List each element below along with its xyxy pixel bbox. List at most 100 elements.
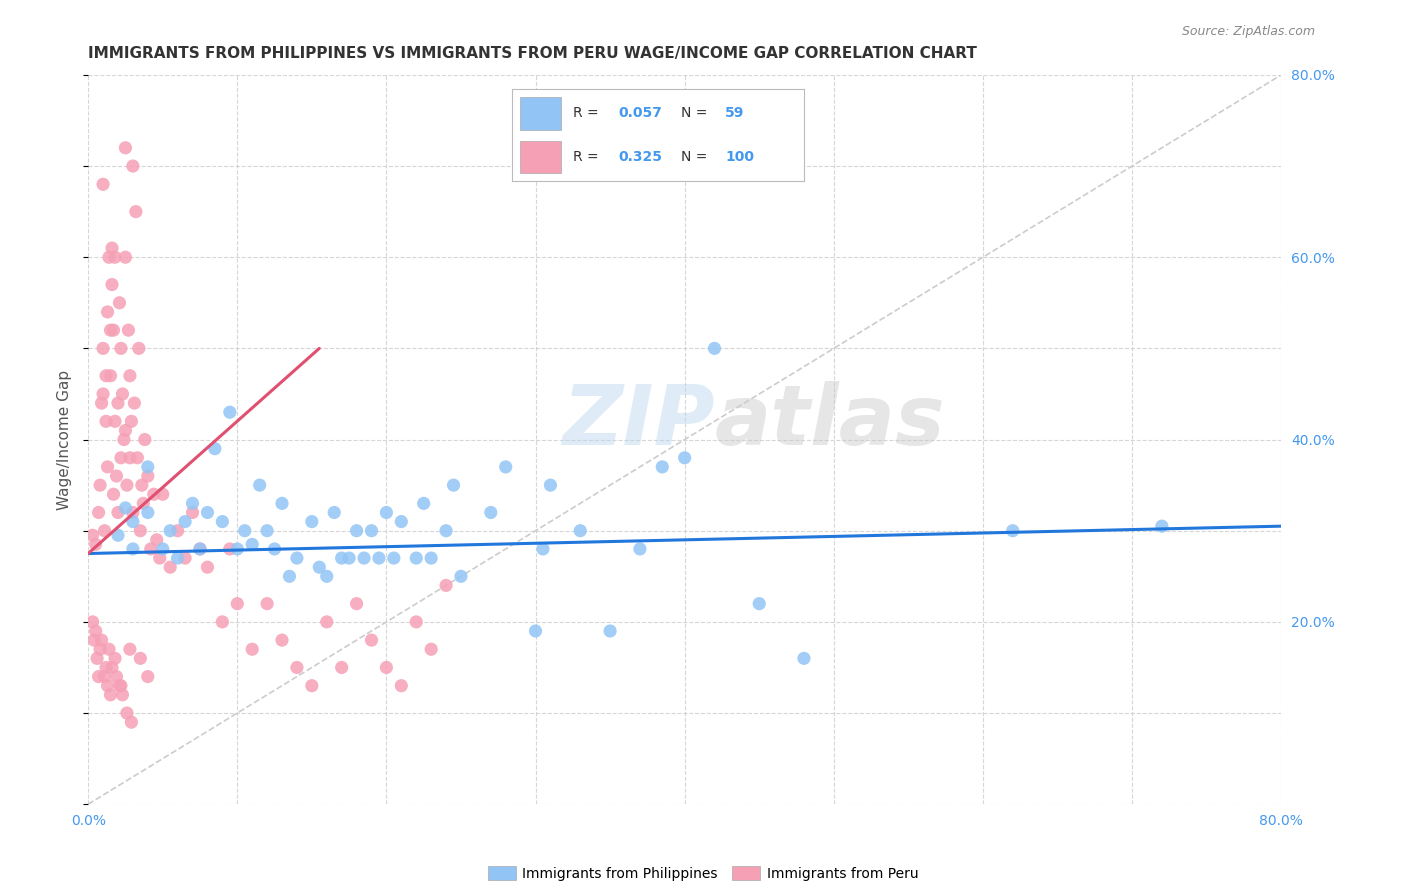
Point — [117, 323, 139, 337]
Point — [278, 569, 301, 583]
Point — [240, 642, 263, 657]
Point — [285, 660, 308, 674]
Point — [256, 524, 278, 538]
Point — [226, 541, 249, 556]
Point — [125, 204, 148, 219]
Point — [94, 414, 117, 428]
Point — [188, 541, 211, 556]
Point — [114, 141, 136, 155]
Point — [110, 679, 132, 693]
Point — [149, 551, 172, 566]
Point — [285, 551, 308, 566]
Point — [90, 396, 112, 410]
Point — [389, 515, 412, 529]
Point — [145, 533, 167, 547]
Point — [136, 459, 159, 474]
Point — [651, 459, 673, 474]
Point — [93, 524, 115, 538]
Point — [101, 241, 124, 255]
Point — [114, 250, 136, 264]
Point — [174, 551, 197, 566]
Point — [703, 342, 725, 356]
Point — [346, 597, 368, 611]
Point — [204, 442, 226, 456]
Point — [1001, 524, 1024, 538]
Point — [337, 551, 360, 566]
Point — [748, 597, 770, 611]
Point — [89, 642, 111, 657]
Point — [96, 679, 118, 693]
Point — [240, 537, 263, 551]
Point — [673, 450, 696, 465]
Point — [450, 569, 472, 583]
Point — [136, 469, 159, 483]
Point — [114, 500, 136, 515]
Point — [83, 633, 105, 648]
Point — [420, 551, 443, 566]
Point — [375, 660, 398, 674]
Point — [103, 487, 125, 501]
Point — [249, 478, 271, 492]
Point — [115, 478, 138, 492]
Point — [108, 295, 131, 310]
Point — [104, 651, 127, 665]
Point — [197, 560, 219, 574]
Point — [152, 541, 174, 556]
Point — [139, 541, 162, 556]
Point — [136, 506, 159, 520]
Point — [174, 515, 197, 529]
Point — [142, 487, 165, 501]
Point — [793, 651, 815, 665]
Point — [479, 506, 502, 520]
Point — [136, 670, 159, 684]
Point — [412, 496, 434, 510]
Point — [111, 387, 134, 401]
Point — [134, 433, 156, 447]
Point — [628, 541, 651, 556]
Point — [89, 478, 111, 492]
Point — [315, 615, 337, 629]
Point — [101, 277, 124, 292]
Point — [118, 450, 141, 465]
Point — [128, 342, 150, 356]
Point — [434, 578, 457, 592]
Point — [211, 515, 233, 529]
Point — [87, 670, 110, 684]
Point — [218, 541, 240, 556]
Point — [114, 424, 136, 438]
Point — [271, 496, 294, 510]
Point — [84, 537, 107, 551]
Point — [86, 651, 108, 665]
Point — [105, 670, 128, 684]
Point — [599, 624, 621, 638]
Point — [82, 615, 104, 629]
Point — [118, 368, 141, 383]
Point — [443, 478, 465, 492]
Point — [323, 506, 346, 520]
Point — [524, 624, 547, 638]
Point — [1150, 519, 1173, 533]
Point — [159, 524, 181, 538]
Point — [188, 541, 211, 556]
Point — [91, 342, 114, 356]
Point — [107, 506, 129, 520]
Point — [159, 560, 181, 574]
Point — [127, 450, 149, 465]
Y-axis label: Wage/Income Gap: Wage/Income Gap — [58, 369, 72, 509]
Point — [131, 478, 153, 492]
Point — [104, 414, 127, 428]
Point — [108, 679, 131, 693]
Point — [115, 706, 138, 720]
Point — [84, 624, 107, 638]
Point — [98, 250, 121, 264]
Point — [87, 506, 110, 520]
Point — [101, 660, 124, 674]
Point — [122, 515, 145, 529]
Point — [420, 642, 443, 657]
Point — [96, 305, 118, 319]
Point — [271, 633, 294, 648]
Point — [132, 496, 155, 510]
Point — [360, 633, 382, 648]
Point — [495, 459, 517, 474]
Point — [330, 551, 353, 566]
